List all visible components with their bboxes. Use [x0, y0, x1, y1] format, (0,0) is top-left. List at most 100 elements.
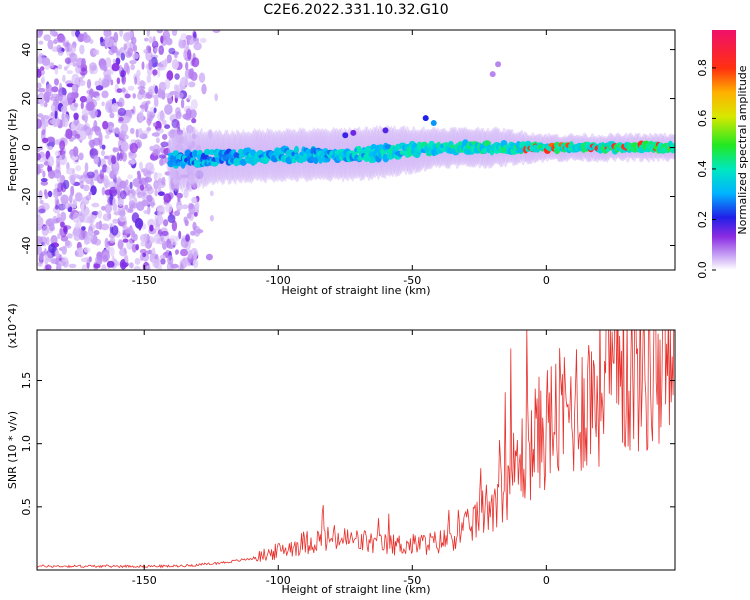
ridge-cell — [313, 156, 319, 165]
noise-cell — [129, 262, 134, 269]
noise-cell — [132, 44, 138, 53]
x-tick-label: 0 — [543, 574, 550, 587]
noise-cell — [110, 45, 118, 54]
noise-cell — [43, 102, 48, 108]
ridge-halo — [208, 128, 215, 184]
spectrogram-frame — [36, 29, 676, 271]
noise-cell — [130, 64, 135, 71]
noise-cell — [62, 202, 71, 209]
noise-cell — [54, 150, 61, 157]
noise-cell — [54, 183, 59, 189]
noise-cell — [119, 210, 126, 217]
noise-cell — [123, 62, 129, 73]
noise-cell — [168, 47, 176, 55]
noise-cell — [151, 258, 160, 268]
noise-cell — [84, 162, 89, 173]
noise-cell — [72, 62, 77, 67]
noise-cell — [101, 101, 105, 107]
noise-cell — [161, 176, 166, 186]
noise-cell — [130, 127, 135, 135]
noise-cell — [45, 83, 53, 94]
noise-cell — [47, 39, 54, 50]
noise-cell — [122, 234, 127, 240]
noise-cell — [76, 247, 85, 258]
noise-cell — [95, 85, 104, 91]
snr-scale-note: (x10^4) — [6, 303, 19, 348]
noise-cell — [122, 226, 130, 235]
noise-cell — [140, 241, 146, 247]
y-tick-label: 0 — [20, 144, 33, 151]
noise-cell — [131, 212, 140, 224]
noise-cell — [111, 225, 119, 236]
noise-cell — [134, 52, 139, 60]
noise-cell — [130, 159, 137, 165]
noise-cell — [117, 107, 127, 117]
noise-cell — [186, 182, 191, 187]
noise-cell — [147, 169, 152, 179]
noise-cell — [50, 258, 57, 264]
noise-cell — [81, 226, 86, 231]
colorbar-gradient — [712, 30, 736, 270]
noise-cell — [46, 136, 55, 143]
noise-cell — [94, 80, 100, 87]
noise-cell — [103, 178, 111, 187]
x-tick-label: 0 — [543, 274, 550, 287]
noise-cell — [59, 82, 63, 94]
noise-cell — [187, 94, 192, 100]
noise-cell — [57, 64, 63, 70]
noise-cell — [66, 233, 73, 239]
noise-cell — [83, 215, 91, 224]
noise-cell — [156, 204, 166, 213]
noise-cell — [101, 186, 106, 196]
noise-cell — [146, 110, 151, 119]
noise-cell — [43, 254, 49, 264]
noise-cell — [37, 163, 41, 174]
noise-cell — [124, 204, 129, 210]
noise-cell — [128, 199, 135, 209]
noise-cell — [63, 66, 68, 71]
noise-cell — [73, 102, 79, 108]
noise-cell — [45, 264, 52, 270]
noise-cell — [152, 148, 158, 157]
x-tick-label: -150 — [132, 274, 157, 287]
noise-cell — [134, 257, 141, 265]
noise-cell — [136, 201, 145, 212]
noise-cell — [160, 258, 166, 265]
snr-ticks: -150 -100 -50 0 0.5 1.0 1.5 — [20, 330, 675, 587]
y-tick-label: 1.5 — [20, 372, 33, 390]
noise-cell — [95, 255, 102, 264]
noise-cell — [91, 211, 99, 216]
noise-cell — [61, 245, 67, 255]
noise-cell — [191, 118, 197, 124]
noise-cell — [101, 144, 106, 150]
noise-cell — [180, 98, 185, 109]
noise-cell — [65, 128, 73, 140]
noise-cell — [205, 253, 213, 261]
noise-cell — [74, 223, 80, 230]
isolated-cell — [350, 129, 357, 136]
noise-cell — [42, 170, 46, 178]
noise-cell — [176, 205, 185, 210]
noise-cell — [69, 52, 78, 64]
noise-cell — [82, 34, 91, 43]
noise-cell — [80, 174, 89, 179]
noise-cell — [146, 30, 150, 37]
noise-cell — [86, 94, 92, 103]
noise-cell — [131, 36, 137, 45]
noise-cell — [91, 202, 100, 208]
noise-cell — [146, 194, 153, 203]
noise-cell — [195, 229, 204, 234]
noise-cell — [164, 78, 171, 90]
noise-cell — [107, 212, 112, 220]
noise-cell — [187, 249, 193, 259]
colorbar-tick-label: 0.4 — [696, 160, 709, 178]
noise-cell — [41, 57, 51, 66]
noise-cell — [127, 85, 135, 91]
noise-cell — [85, 194, 92, 201]
noise-cell — [88, 109, 94, 116]
noise-cell — [71, 155, 79, 161]
noise-cell — [52, 98, 59, 107]
noise-cell — [132, 178, 140, 187]
noise-cell — [178, 40, 186, 49]
